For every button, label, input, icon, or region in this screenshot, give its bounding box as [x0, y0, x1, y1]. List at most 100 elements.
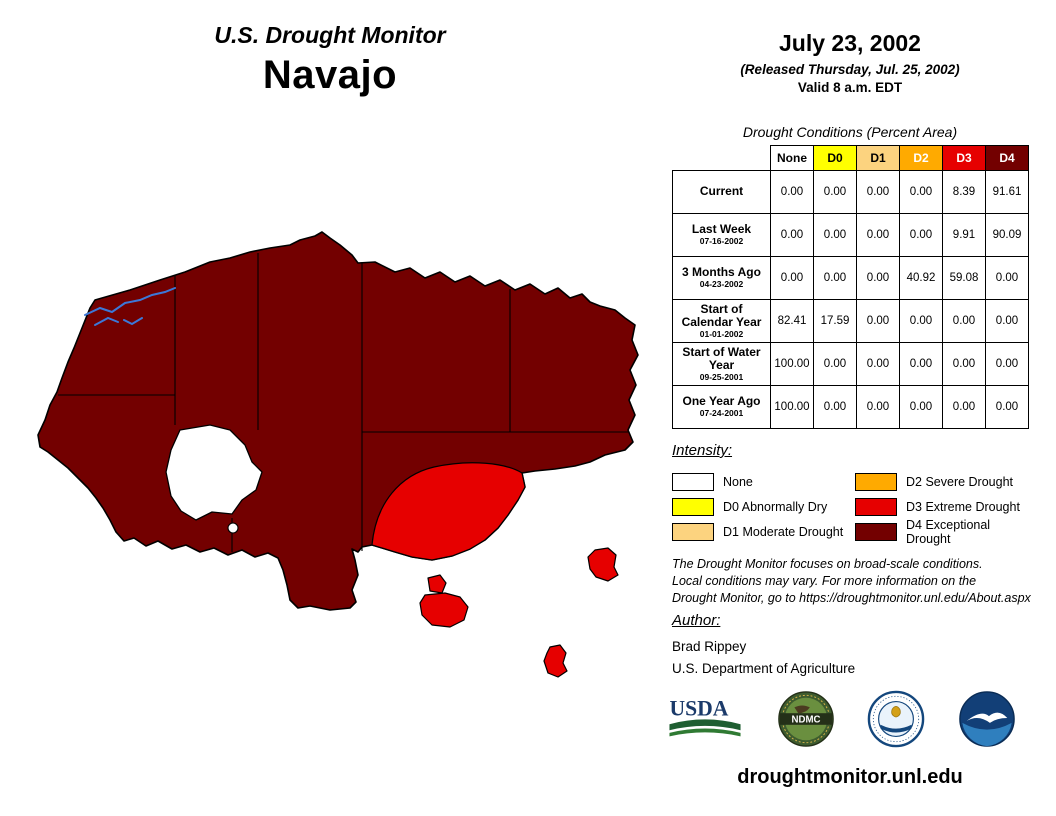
table-cell: 0.00	[985, 256, 1029, 300]
d3-swatch	[855, 497, 897, 516]
author-heading: Author:	[672, 612, 721, 629]
drought-conditions-table: None D0 D1 D2 D3 D4 Current 0.00 0.00 0.…	[672, 145, 1029, 429]
table-cell: 0.00	[899, 299, 943, 343]
disclaimer-text: The Drought Monitor focuses on broad-sca…	[672, 557, 1031, 605]
table-cell: 0.00	[813, 256, 857, 300]
table-row-3-months-ago: 3 Months Ago 04-23-2002 0.00 0.00 0.00 40…	[672, 256, 1029, 300]
d0-swatch	[672, 497, 714, 516]
table-cell: 0.00	[856, 385, 900, 429]
table-cell: 0.00	[985, 385, 1029, 429]
table-cell: 0.00	[770, 170, 814, 214]
table-cell: 91.61	[985, 170, 1029, 214]
row-label: Current	[672, 170, 771, 214]
legend-item-d4: D4 Exceptional Drought	[855, 518, 1038, 546]
table-cell: 0.00	[856, 170, 900, 214]
table-cell: 100.00	[770, 385, 814, 429]
legend-item-d0: D0 Abnormally Dry	[672, 494, 855, 519]
map-region-d3-extreme-crescent	[371, 462, 526, 561]
table-cell: 0.00	[856, 256, 900, 300]
author-org: U.S. Department of Agriculture	[672, 660, 856, 676]
col-header-d1: D1	[856, 145, 900, 171]
table-row-start-calendar-year: Start of Calendar Year 01-01-2002 82.41 1…	[672, 299, 1029, 343]
table-row-current: Current 0.00 0.00 0.00 0.00 8.39 91.61	[672, 170, 1029, 214]
table-cell: 90.09	[985, 213, 1029, 257]
table-cell: 0.00	[942, 385, 986, 429]
table-cell: 0.00	[813, 342, 857, 386]
table-cell: 17.59	[813, 299, 857, 343]
legend-item-d1: D1 Moderate Drought	[672, 519, 855, 544]
table-cell: 82.41	[770, 299, 814, 343]
author-block: Author: Brad Rippey U.S. Department of A…	[672, 612, 855, 679]
author-name: Brad Rippey	[672, 639, 747, 654]
d1-swatch	[672, 522, 714, 541]
noaa-logo-icon	[959, 691, 1015, 747]
table-cell: 0.00	[770, 256, 814, 300]
row-label: 3 Months Ago 04-23-2002	[672, 256, 771, 300]
hopi-enclave-none-area	[165, 424, 263, 521]
row-label: Last Week 07-16-2002	[672, 213, 771, 257]
legend-item-d2: D2 Severe Drought	[855, 469, 1038, 494]
commerce-seal-icon	[868, 690, 925, 748]
col-header-d4: D4	[985, 145, 1029, 171]
table-cell: 0.00	[813, 170, 857, 214]
table-cell: 0.00	[899, 170, 943, 214]
legend-item-d3: D3 Extreme Drought	[855, 494, 1038, 519]
date-block: July 23, 2002 (Released Thursday, Jul. 2…	[672, 30, 1028, 95]
intensity-legend: Intensity: None D0 Abnormally Dry D1 Mod…	[672, 442, 1042, 546]
col-header-d2: D2	[899, 145, 943, 171]
satellite-d3-area-south	[543, 644, 568, 678]
col-header-d3: D3	[942, 145, 986, 171]
table-cell: 0.00	[899, 342, 943, 386]
table-cell: 0.00	[856, 342, 900, 386]
table-row-start-water-year: Start of Water Year 09-25-2001 100.00 0.0…	[672, 342, 1029, 386]
table-cell: 0.00	[813, 213, 857, 257]
table-caption: Drought Conditions (Percent Area)	[742, 124, 958, 140]
river-line-main	[84, 287, 176, 316]
table-cell: 59.08	[942, 256, 986, 300]
table-cell: 0.00	[942, 299, 986, 343]
table-cell: 0.00	[942, 342, 986, 386]
table-cell: 8.39	[942, 170, 986, 214]
table-cell: 100.00	[770, 342, 814, 386]
satellite-d3-area-center-large	[419, 592, 469, 628]
satellite-d3-area-center-small	[427, 574, 447, 594]
table-cell: 9.91	[942, 213, 986, 257]
valid-time: Valid 8 a.m. EDT	[797, 80, 903, 95]
row-label: Start of Calendar Year 01-01-2002	[672, 299, 771, 343]
county-boundary-lines	[58, 253, 628, 552]
legend-item-none: None	[672, 469, 855, 494]
drought-map	[37, 231, 639, 678]
region-name: Navajo	[262, 53, 398, 97]
table-row-last-week: Last Week 07-16-2002 0.00 0.00 0.00 0.00 …	[672, 213, 1029, 257]
table-cell: 0.00	[985, 299, 1029, 343]
agency-logos: USDA NDMC	[666, 690, 1016, 748]
table-cell: 0.00	[899, 213, 943, 257]
table-cell: 0.00	[856, 299, 900, 343]
table-cell: 0.00	[856, 213, 900, 257]
table-cell: 0.00	[813, 385, 857, 429]
table-cell: 0.00	[899, 385, 943, 429]
river-line-branch-2	[123, 317, 143, 326]
row-label: Start of Water Year 09-25-2001	[672, 342, 771, 386]
table-corner-cell	[672, 145, 771, 171]
svg-text:NDMC: NDMC	[791, 714, 820, 725]
svg-text:USDA: USDA	[669, 697, 728, 721]
table-cell: 0.00	[770, 213, 814, 257]
report-date: July 23, 2002	[779, 30, 921, 56]
none-swatch	[672, 472, 714, 491]
map-title-block: U.S. Drought Monitor Navajo	[100, 22, 560, 98]
legend-heading: Intensity:	[672, 442, 733, 459]
d4-swatch	[855, 522, 897, 541]
d2-swatch	[855, 472, 897, 491]
satellite-d3-area-east	[587, 547, 619, 582]
map-region-d4-exceptional	[37, 231, 639, 611]
table-row-one-year-ago: One Year Ago 07-24-2001 100.00 0.00 0.00 …	[672, 385, 1029, 429]
table-cell: 0.00	[985, 342, 1029, 386]
footer-url: droughtmonitor.unl.edu	[737, 766, 963, 788]
row-label: One Year Ago 07-24-2001	[672, 385, 771, 429]
col-header-d0: D0	[813, 145, 857, 171]
released-date: (Released Thursday, Jul. 25, 2002)	[740, 62, 960, 77]
table-cell: 40.92	[899, 256, 943, 300]
small-enclave-none-dot	[227, 522, 239, 534]
